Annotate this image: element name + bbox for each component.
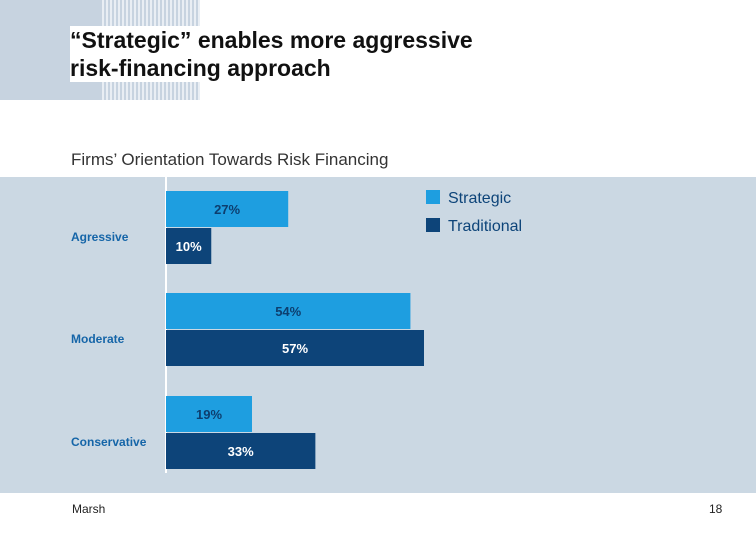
bar-traditional-conservative [166,433,316,469]
data-label-strategic-conservative: 19% [196,407,222,422]
page-number: 18 [709,502,723,516]
data-label-traditional-conservative: 33% [228,444,254,459]
category-label-agressive: Agressive [71,230,129,244]
legend-label-strategic: Strategic [448,190,511,207]
bar-strategic-moderate [166,293,411,329]
data-label-traditional-moderate: 57% [282,341,308,356]
category-label-moderate: Moderate [71,332,125,346]
bar-chart: Agressive 27% 10% Moderate 54% 57% Conservativ… [71,177,522,473]
bar-strategic-agressive [166,191,289,227]
bar-traditional-agressive [166,228,212,264]
category-label-conservative: Conservative [71,435,147,449]
footer-source: Marsh [72,502,106,516]
page-title-line-1: “Strategic” enables more aggressive [70,27,473,53]
legend-swatch-traditional [426,218,440,232]
data-label-traditional-agressive: 10% [176,239,202,254]
page-title: “Strategic” enables more aggressive risk… [70,26,630,82]
legend-swatch-strategic [426,190,440,204]
page-title-line-2: risk-financing approach [70,55,331,81]
data-label-strategic-agressive: 27% [214,202,240,217]
data-label-strategic-moderate: 54% [275,304,301,319]
chart-title: Firms’ Orientation Towards Risk Financin… [71,150,389,169]
chart-panel: Agressive 27% 10% Moderate 54% 57% Conservativ… [0,177,756,493]
legend-label-traditional: Traditional [448,218,522,235]
bar-traditional-moderate [166,330,424,366]
bar-strategic-conservative [166,396,252,432]
